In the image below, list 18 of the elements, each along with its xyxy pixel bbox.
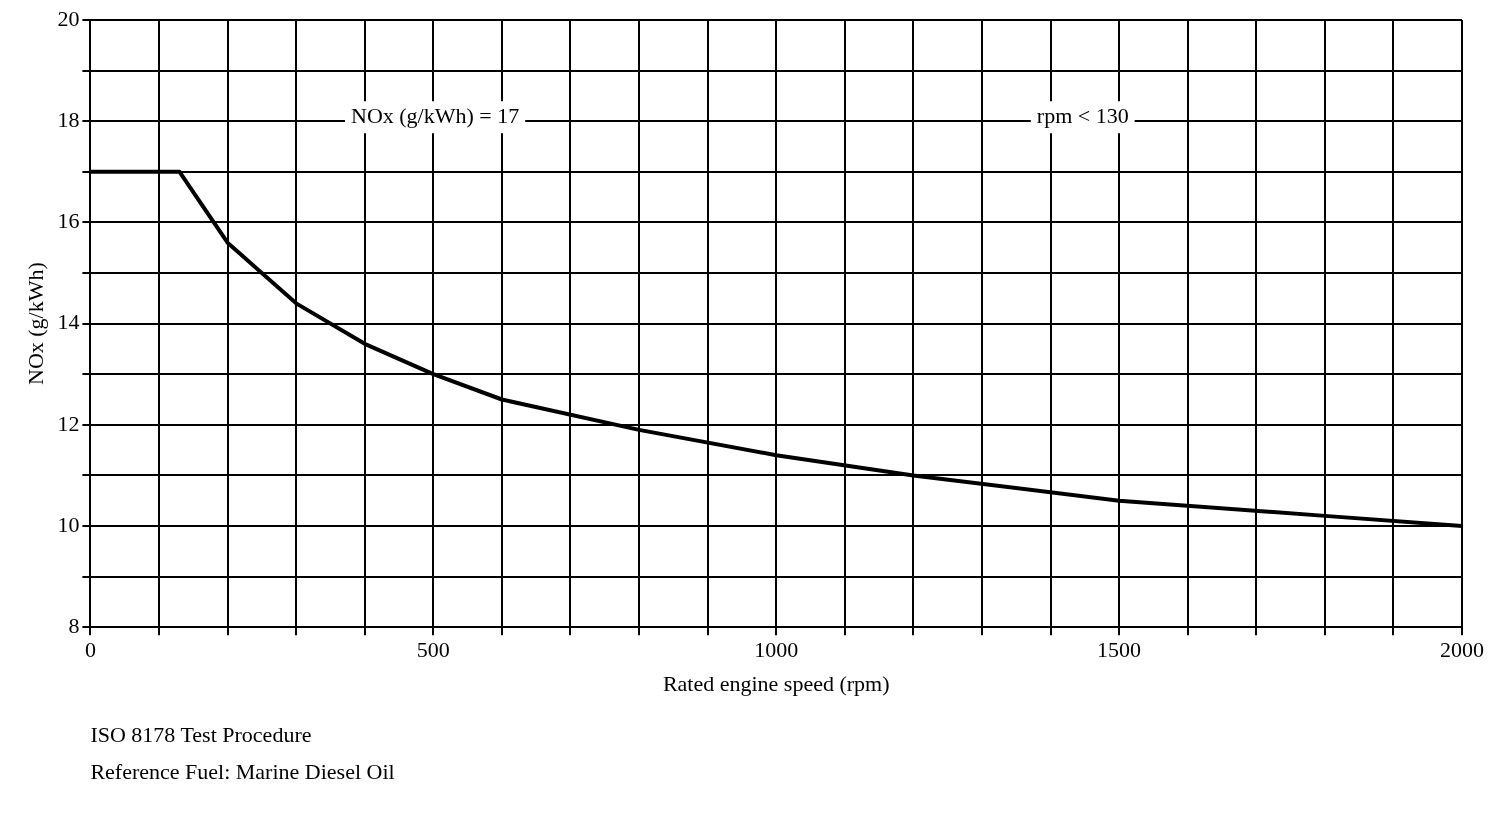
y-tick-label: 16 [57,208,80,234]
x-tick-label: 1000 [754,637,799,663]
text: ISO 8178 Test Procedure [90,722,312,748]
annotation: NOx (g/kWh) = 17 [351,102,520,128]
x-tick-label: 2000 [1440,637,1484,663]
x-tick-label: 0 [84,637,96,663]
x-tick-label: 500 [416,637,450,663]
y-axis-title: NOx (g/kWh) [22,262,48,386]
annotation: rpm < 130 [1036,102,1129,128]
y-tick-label: 18 [57,106,80,132]
y-tick-label: 10 [57,511,80,537]
y-tick-label: 12 [57,410,80,436]
x-tick-label: 1500 [1097,637,1142,663]
y-tick-label: 8 [68,612,80,638]
x-axis-title: Rated engine speed (rpm) [662,670,890,696]
y-tick-label: 14 [57,309,80,335]
y-tick-label: 20 [57,5,80,31]
text: Reference Fuel: Marine Diesel Oil [90,758,395,784]
